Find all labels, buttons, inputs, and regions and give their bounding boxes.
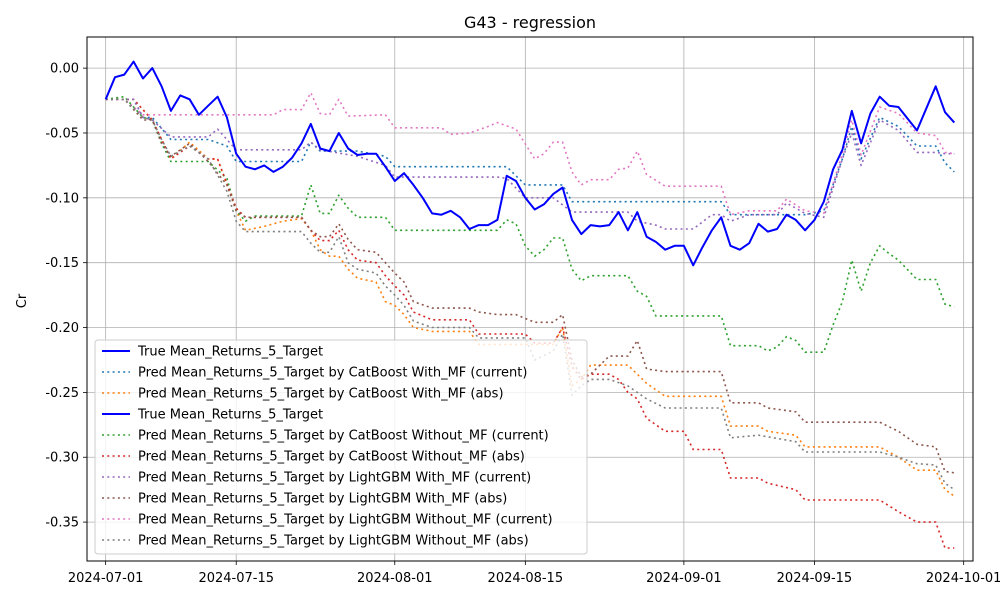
legend-label: Pred Mean_Returns_5_Target by LightGBM W…	[138, 534, 529, 549]
legend-label: Pred Mean_Returns_5_Target by CatBoost W…	[138, 387, 504, 402]
x-tick-label: 2024-10-01	[926, 571, 1000, 586]
series-line-3	[105, 98, 955, 497]
series-line-9	[105, 92, 955, 216]
y-tick-label: -0.15	[45, 256, 79, 271]
legend: True Mean_Returns_5_Target Pred Mean_Retu…	[94, 339, 588, 555]
x-tick-label: 2024-07-01	[68, 571, 144, 586]
legend-label: True Mean_Returns_5_Target	[137, 345, 323, 360]
plot-frame	[86, 36, 974, 562]
x-tick-label: 2024-09-15	[777, 571, 853, 586]
legend-label: Pred Mean_Returns_5_Target by LightGBM W…	[138, 492, 507, 507]
x-tick-label: 2024-09-01	[646, 571, 722, 586]
series-line-1	[104, 60, 956, 267]
legend-label: Pred Mean_Returns_5_Target by CatBoost W…	[138, 450, 525, 465]
y-tick-label: -0.35	[45, 516, 79, 531]
y-tick-label: -0.05	[45, 126, 79, 141]
y-axis: 0.00 -0.05 -0.10 -0.15 -0.20 -0.25 -0.30 -0.35	[45, 62, 87, 531]
x-tick-label: 2024-08-01	[357, 571, 433, 586]
legend-label: Pred Mean_Returns_5_Target by CatBoost W…	[138, 366, 527, 381]
series-line-10	[105, 98, 955, 491]
x-tick-label: 2024-07-15	[198, 571, 274, 586]
legend-box	[94, 339, 588, 555]
x-tick-label: 2024-08-15	[488, 571, 564, 586]
y-tick-label: -0.20	[45, 321, 79, 336]
chart-title: G43 - regression	[464, 13, 596, 32]
legend-label: Pred Mean_Returns_5_Target by LightGBM W…	[138, 513, 553, 528]
y-tick-label: -0.10	[45, 191, 79, 206]
series-line-5	[105, 95, 955, 354]
legend-label: True Mean_Returns_5_Target	[137, 408, 323, 423]
legend-label: Pred Mean_Returns_5_Target by CatBoost W…	[138, 429, 549, 444]
x-axis: 2024-07-01 2024-07-15 2024-08-01 2024-08-15…	[68, 561, 1000, 586]
y-tick-label: 0.00	[50, 62, 79, 77]
y-tick-label: -0.30	[45, 451, 79, 466]
legend-label: Pred Mean_Returns_5_Target by LightGBM W…	[138, 471, 531, 486]
series-line-2	[105, 98, 955, 216]
y-axis-label: Cr	[15, 293, 30, 308]
y-tick-label: -0.25	[45, 386, 79, 401]
series-line-7	[105, 98, 955, 230]
series-line-8	[105, 98, 955, 474]
